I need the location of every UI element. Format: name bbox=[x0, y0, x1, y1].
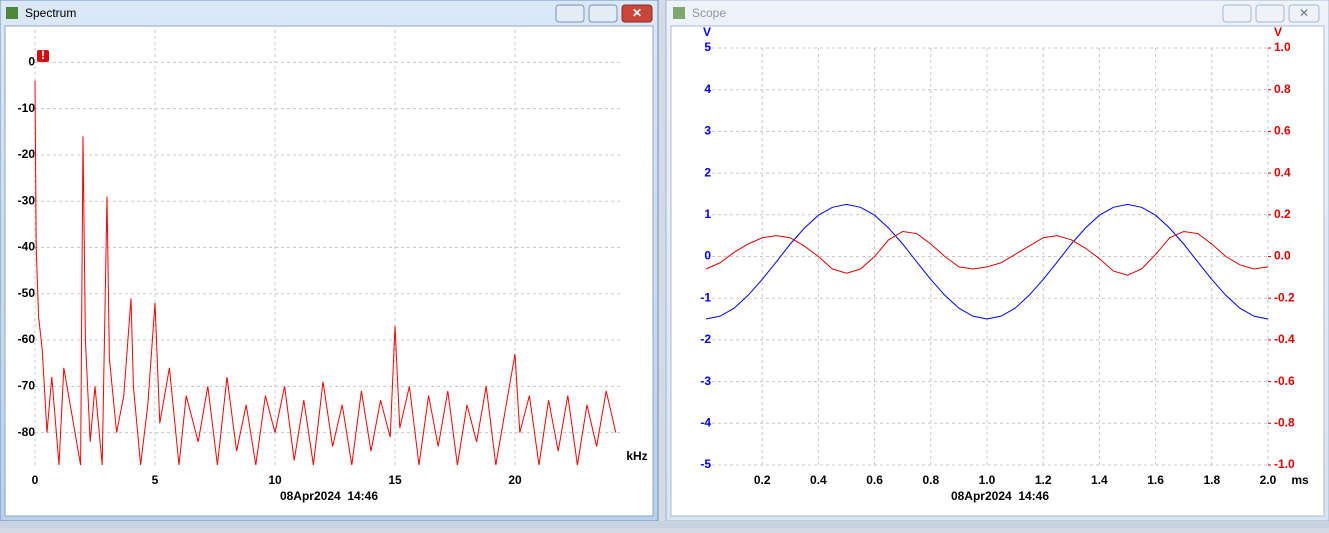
x-tick-label: 20 bbox=[508, 473, 522, 487]
y2-tick-label: 0.2 bbox=[1274, 207, 1291, 221]
x-axis-label: kHz bbox=[626, 449, 647, 463]
taskbar bbox=[0, 521, 1329, 528]
window-title: Scope bbox=[692, 6, 726, 20]
y2-tick-label: -0.4 bbox=[1274, 332, 1295, 346]
y-axis-label: V bbox=[703, 25, 711, 39]
y-tick-label: 1 bbox=[704, 207, 711, 221]
y-tick-label: 4 bbox=[704, 82, 711, 96]
app-icon bbox=[673, 7, 685, 19]
y2-tick-label: 0.0 bbox=[1274, 249, 1291, 263]
y2-axis-label: V bbox=[1274, 25, 1282, 39]
spectrum-window: Spectrum ✕ ! bbox=[0, 0, 659, 522]
y-tick-label: -4 bbox=[700, 415, 711, 429]
y-tick-label: 2 bbox=[704, 165, 711, 179]
x-tick-label: 2.0 bbox=[1260, 473, 1277, 487]
minimize-button[interactable] bbox=[1222, 4, 1252, 23]
y-tick-label: 3 bbox=[704, 124, 711, 138]
y-tick-label: -60 bbox=[18, 332, 36, 346]
y-tick-label: -5 bbox=[700, 457, 711, 471]
minimize-button[interactable] bbox=[555, 4, 585, 23]
scope-window: Scope ✕ bbox=[665, 0, 1329, 522]
close-button[interactable] bbox=[621, 4, 653, 23]
x-tick-label: 5 bbox=[152, 473, 159, 487]
y-tick-label: 5 bbox=[704, 40, 711, 54]
series-line bbox=[705, 230, 1269, 276]
y-tick-label: -80 bbox=[18, 425, 36, 439]
y-tick-label: -40 bbox=[18, 240, 36, 254]
y-tick-label: -2 bbox=[700, 332, 711, 346]
app-icon bbox=[6, 7, 18, 19]
y-tick-label: -3 bbox=[700, 374, 711, 388]
series-line bbox=[705, 203, 1269, 320]
x-tick-label: 1.8 bbox=[1203, 473, 1220, 487]
close-button[interactable] bbox=[1288, 4, 1320, 23]
x-tick-label: 1.4 bbox=[1091, 473, 1108, 487]
close-icon: ✕ bbox=[1299, 6, 1309, 20]
plot-pane bbox=[4, 25, 654, 517]
x-tick-label: 0.4 bbox=[810, 473, 827, 487]
y-tick-label: -70 bbox=[18, 379, 36, 393]
timestamp: 08Apr2024 14:46 bbox=[951, 489, 1049, 503]
x-tick-label: 15 bbox=[388, 473, 402, 487]
maximize-button[interactable] bbox=[1255, 4, 1285, 23]
timestamp: 08Apr2024 14:46 bbox=[280, 489, 378, 503]
series-line bbox=[34, 80, 617, 466]
x-tick-label: 0.8 bbox=[922, 473, 939, 487]
y-tick-label: 0 bbox=[28, 55, 35, 69]
y2-tick-label: 0.6 bbox=[1274, 124, 1291, 138]
y-tick-label: -1 bbox=[700, 290, 711, 304]
y2-tick-label: 0.4 bbox=[1274, 165, 1291, 179]
y2-tick-label: 0.8 bbox=[1274, 82, 1291, 96]
y2-tick-label: -0.8 bbox=[1274, 415, 1295, 429]
x-axis-label: ms bbox=[1291, 473, 1309, 487]
warning-icon bbox=[37, 50, 49, 62]
warning-mark: ! bbox=[41, 48, 45, 62]
y2-tick-label: -1.0 bbox=[1274, 457, 1295, 471]
y2-tick-label: 1.0 bbox=[1274, 40, 1291, 54]
y-tick-label: -50 bbox=[18, 286, 36, 300]
x-tick-label: 1.2 bbox=[1035, 473, 1052, 487]
plot-pane bbox=[670, 25, 1325, 517]
y2-tick-label: -0.6 bbox=[1274, 374, 1295, 388]
x-tick-label: 1.0 bbox=[979, 473, 996, 487]
x-tick-label: 1.6 bbox=[1147, 473, 1164, 487]
y2-tick-label: -0.2 bbox=[1274, 290, 1295, 304]
x-tick-label: 10 bbox=[268, 473, 282, 487]
x-tick-label: 0.6 bbox=[866, 473, 883, 487]
y-tick-label: -30 bbox=[18, 193, 36, 207]
y-tick-label: -20 bbox=[18, 147, 36, 161]
window-title: Spectrum bbox=[25, 6, 76, 20]
y-tick-label: 0 bbox=[704, 249, 711, 263]
x-tick-label: 0 bbox=[32, 473, 39, 487]
y-tick-label: -10 bbox=[18, 101, 36, 115]
maximize-button[interactable] bbox=[588, 4, 618, 23]
x-tick-label: 0.2 bbox=[754, 473, 771, 487]
close-icon: ✕ bbox=[632, 6, 642, 20]
